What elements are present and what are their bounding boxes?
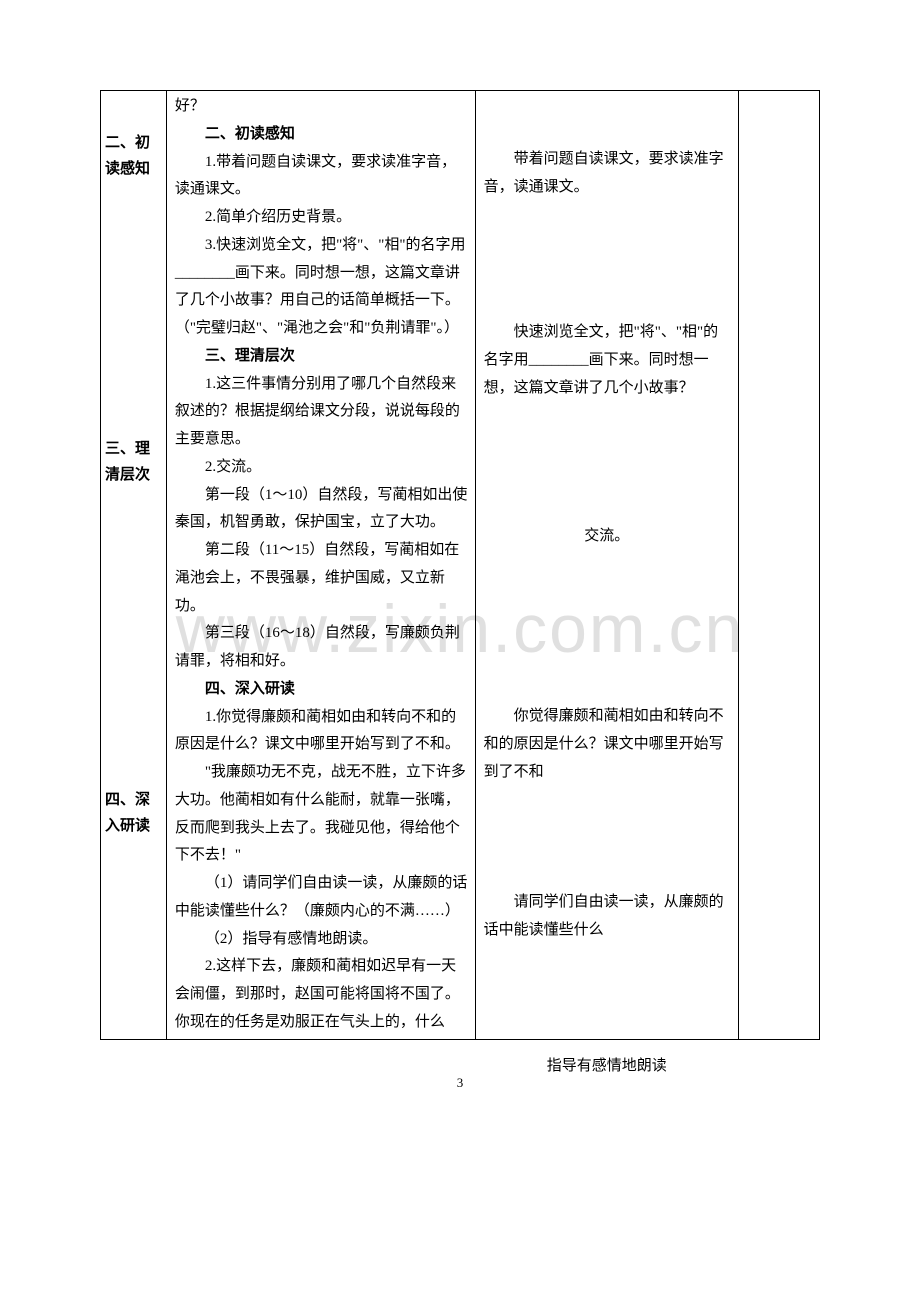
text-line: 1.这三件事情分别用了哪几个自然段来叙述的？根据提纲给课文分段，说说每段的主要意… bbox=[175, 371, 469, 454]
text-line: （2）指导有感情地朗读。 bbox=[175, 926, 469, 954]
section-label-4: 四、深入研读 bbox=[105, 788, 162, 839]
section-label-2: 二、初读感知 bbox=[105, 131, 162, 182]
student-text: 带着问题自读课文，要求读准字音，读通课文。 bbox=[484, 146, 730, 202]
student-text: 快速浏览全文，把"将"、"相"的名字用________画下来。同时想一想，这篇文… bbox=[484, 319, 730, 402]
notes-column bbox=[738, 91, 819, 1040]
text-line: （1）请同学们自由读一读，从廉颇的话中能读懂些什么？（廉颇内心的不满……） bbox=[175, 870, 469, 926]
text-line: 2.简单介绍历史背景。 bbox=[175, 204, 469, 232]
text-line: 3.快速浏览全文，把"将"、"相"的名字用________画下来。同时想一想，这… bbox=[175, 232, 469, 343]
page-container: 二、初读感知 三、理清层次 四、深入研读 好？ 二、初读感知 1.带着问题自读课… bbox=[0, 0, 920, 1121]
subsection-title: 二、初读感知 bbox=[175, 121, 469, 149]
text-line: 第一段（1～10）自然段，写蔺相如出使秦国，机智勇敢，保护国宝，立了大功。 bbox=[175, 482, 469, 538]
subsection-title: 四、深入研读 bbox=[175, 676, 469, 704]
student-text: 请同学们自由读一读，从廉颇的话中能读懂些什么 bbox=[484, 889, 730, 945]
student-text: 交流。 bbox=[484, 523, 730, 551]
text-line: 第二段（11～15）自然段，写蔺相如在渑池会上，不畏强暴，维护国威，又立新功。 bbox=[175, 537, 469, 620]
section-label-3: 三、理清层次 bbox=[105, 437, 162, 488]
section-label-column: 二、初读感知 三、理清层次 四、深入研读 bbox=[101, 91, 167, 1040]
text-line: 2.交流。 bbox=[175, 454, 469, 482]
subsection-title: 三、理清层次 bbox=[175, 343, 469, 371]
student-activity-column: 带着问题自读课文，要求读准字音，读通课文。 快速浏览全文，把"将"、"相"的名字… bbox=[475, 91, 738, 1040]
text-line: 1.你觉得廉颇和蔺相如由和转向不和的原因是什么？课文中哪里开始写到了不和。 bbox=[175, 704, 469, 760]
text-line: 好？ bbox=[175, 93, 469, 121]
student-text: 你觉得廉颇和蔺相如由和转向不和的原因是什么？课文中哪里开始写到了不和 bbox=[484, 703, 730, 786]
student-text: 指导有感情地朗读 bbox=[484, 1053, 730, 1081]
text-line: 第三段（16～18）自然段，写廉颇负荆请罪，将相和好。 bbox=[175, 620, 469, 676]
text-line: 1.带着问题自读课文，要求读准字音，读通课文。 bbox=[175, 149, 469, 205]
lesson-table: 二、初读感知 三、理清层次 四、深入研读 好？ 二、初读感知 1.带着问题自读课… bbox=[100, 90, 820, 1040]
text-line: 2.这样下去，廉颇和蔺相如迟早有一天会闹僵，到那时，赵国可能将国将不国了。你现在… bbox=[175, 953, 469, 1036]
text-line: "我廉颇功无不克，战无不胜，立下许多大功。他蔺相如有什么能耐，就靠一张嘴，反而爬… bbox=[175, 759, 469, 870]
teacher-activity-column: 好？ 二、初读感知 1.带着问题自读课文，要求读准字音，读通课文。 2.简单介绍… bbox=[166, 91, 475, 1040]
